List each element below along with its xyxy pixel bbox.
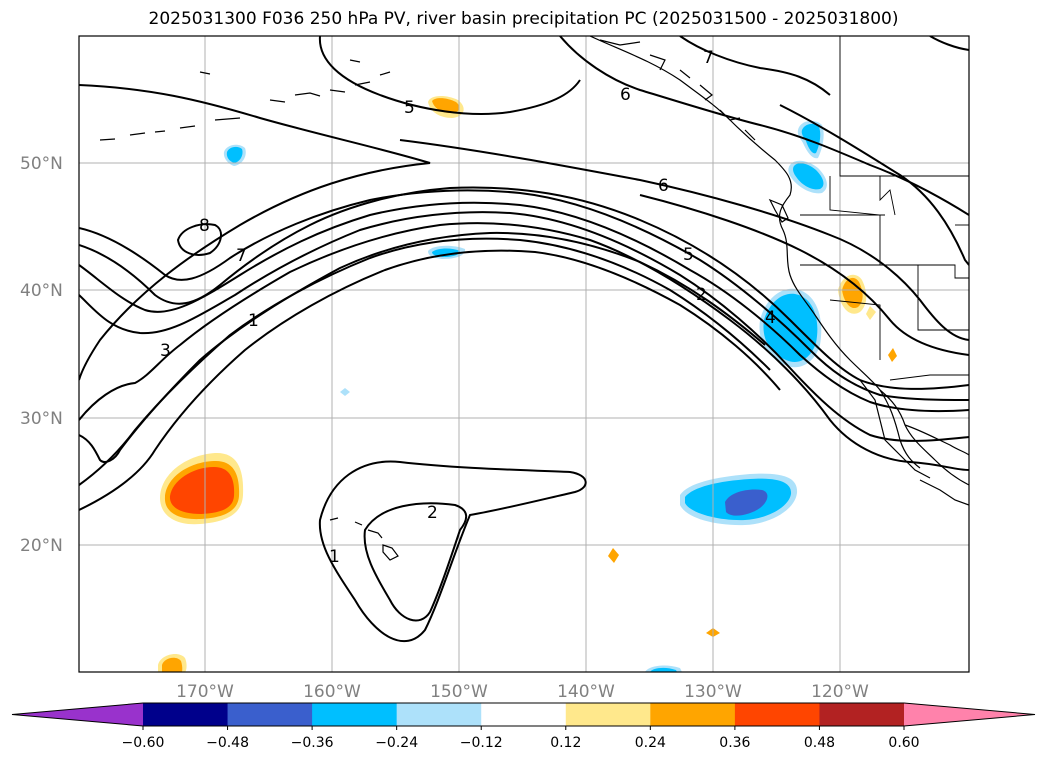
colorbar-bin xyxy=(481,703,567,726)
lat-label: 30°N xyxy=(20,409,63,429)
contour-label: 5 xyxy=(404,98,415,118)
contour-label: 7 xyxy=(236,246,247,266)
colorbar-tick-label: 0.12 xyxy=(550,735,581,751)
pv-contours xyxy=(79,36,969,643)
colorbar-tick-label: 0.36 xyxy=(719,735,750,751)
lat-label: 50°N xyxy=(20,154,63,174)
contour-label: 8 xyxy=(199,216,210,236)
contour-label: 6 xyxy=(658,176,669,196)
lon-label: 140°W xyxy=(557,682,615,702)
latitude-labels: 50°N 40°N 30°N 20°N xyxy=(20,154,63,556)
pv-contour-labels: 7 6 5 6 8 7 5 2 1 3 4 2 1 xyxy=(160,48,776,567)
longitude-labels: 170°W 160°W 150°W 140°W 130°W 120°W xyxy=(176,682,869,702)
colorbar-tick-label: 0.60 xyxy=(888,735,919,751)
colorbar-bin xyxy=(565,703,651,726)
lon-label: 130°W xyxy=(684,682,742,702)
contour-label: 5 xyxy=(683,245,694,265)
map-frame xyxy=(78,35,970,673)
colorbar-extend-min xyxy=(12,703,143,726)
colorbar-bin xyxy=(227,703,313,726)
map-title: 2025031300 F036 250 hPa PV, river basin … xyxy=(148,9,899,29)
coastlines xyxy=(99,36,969,561)
colorbar-bin xyxy=(819,703,905,726)
colorbar-bin xyxy=(143,703,229,726)
lat-label: 40°N xyxy=(20,281,63,301)
colorbar-extend-max xyxy=(904,703,1035,726)
colorbar-bin xyxy=(734,703,820,726)
contour-label: 2 xyxy=(427,503,438,523)
map-plot-area: 7 6 5 6 8 7 5 2 1 3 4 2 1 xyxy=(79,36,969,672)
borders xyxy=(800,36,969,381)
contour-label: 6 xyxy=(620,85,631,105)
colorbar-tick-label: −0.24 xyxy=(375,735,418,751)
precip-shading xyxy=(158,96,897,672)
colorbar-tick-label: −0.48 xyxy=(206,735,249,751)
colorbar-bin xyxy=(312,703,398,726)
colorbar-tick-label: −0.60 xyxy=(122,735,165,751)
lon-label: 150°W xyxy=(430,682,488,702)
lon-label: 170°W xyxy=(176,682,234,702)
contour-label: 3 xyxy=(160,341,171,361)
contour-label: 4 xyxy=(765,308,776,328)
lat-label: 20°N xyxy=(20,536,63,556)
colorbar-tick-label: 0.24 xyxy=(635,735,666,751)
contour-label: 7 xyxy=(703,48,714,68)
colorbar-bin xyxy=(650,703,736,726)
colorbar-bin xyxy=(396,703,482,726)
colorbar: −0.60 −0.48 −0.36 −0.24 −0.12 0.12 0.24 0.36 0.4… xyxy=(11,702,1036,751)
colorbar-tick-label: −0.12 xyxy=(460,735,503,751)
colorbar-tick-label: −0.36 xyxy=(291,735,334,751)
lon-label: 160°W xyxy=(303,682,361,702)
contour-label: 1 xyxy=(329,547,340,567)
colorbar-tick-label: 0.48 xyxy=(804,735,835,751)
lon-label: 120°W xyxy=(811,682,869,702)
contour-label: 2 xyxy=(696,285,707,305)
contour-label: 1 xyxy=(248,311,259,331)
